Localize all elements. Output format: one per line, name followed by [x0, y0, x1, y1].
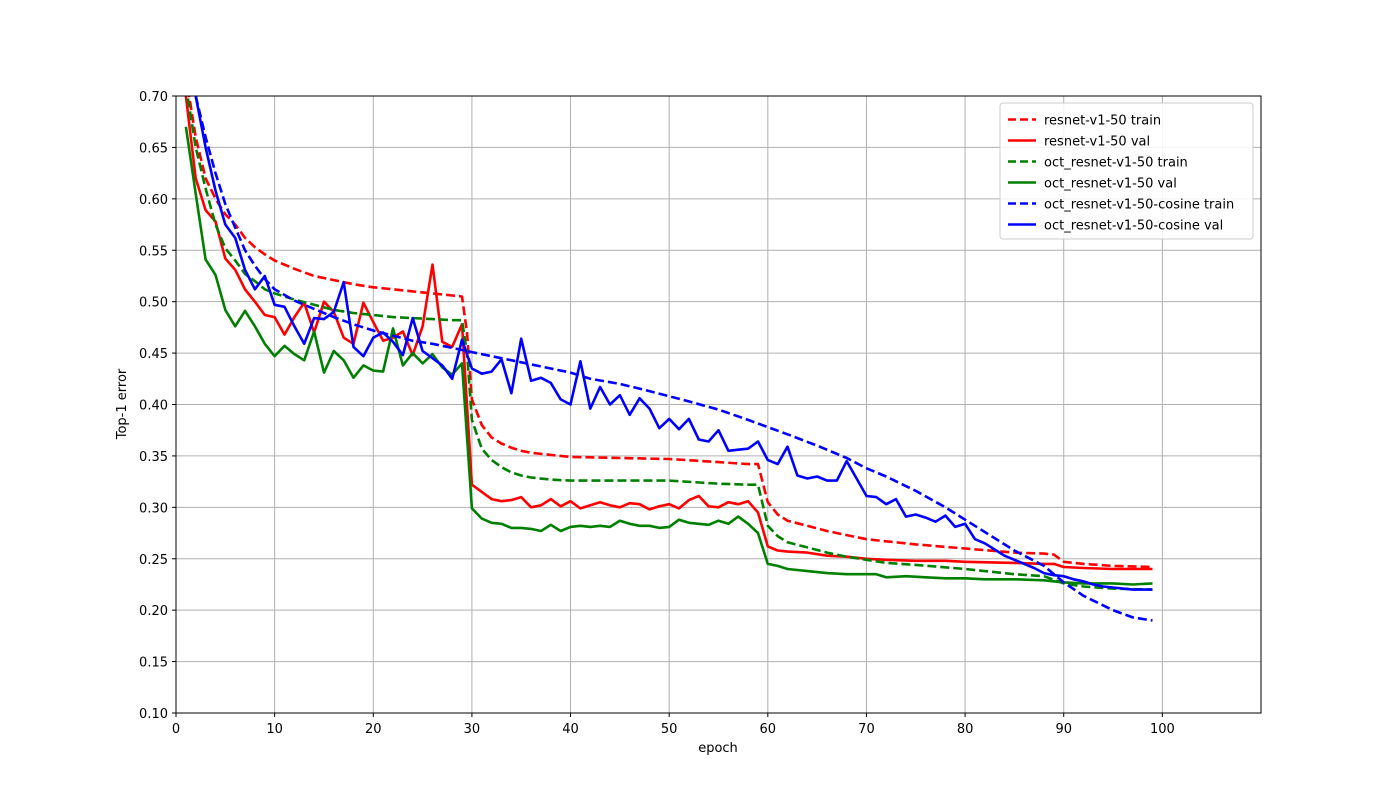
series-group [184, 96, 1153, 622]
y-tick-label: 0.55 [139, 244, 168, 259]
legend-entry: oct_resnet-v1-50-cosine val [1044, 219, 1223, 234]
y-axis-label: Top-1 error [115, 368, 130, 440]
y-tick-label: 0.50 [139, 296, 168, 311]
legend-entry: oct_resnet-v1-50 train [1044, 156, 1188, 171]
series-line-2 [186, 96, 1153, 591]
y-tick-label: 0.65 [139, 141, 168, 156]
series-line-1 [184, 96, 1153, 571]
grid [175, 95, 1261, 714]
axis-ticks: 0 10 20 30 40 50 60 70 80 90 100 0.10 0.15 0.20 0.25 0.… [139, 90, 1175, 737]
y-tick-label: 0.20 [139, 604, 168, 619]
x-tick-label: 60 [760, 722, 777, 737]
series-line-3 [184, 126, 1153, 586]
series-line-5 [194, 96, 1153, 591]
legend-entry: resnet-v1-50 train [1044, 114, 1161, 129]
y-tick-label: 0.70 [139, 90, 168, 105]
x-tick-label: 70 [858, 722, 875, 737]
y-tick-label: 0.35 [139, 450, 168, 465]
y-tick-label: 0.40 [139, 399, 168, 414]
legend-entry: oct_resnet-v1-50 val [1044, 177, 1177, 192]
x-tick-label: 80 [957, 722, 974, 737]
y-tick-label: 0.25 [139, 553, 168, 568]
y-tick-label: 0.30 [139, 501, 168, 516]
x-axis-label: epoch [698, 741, 738, 756]
legend-entry: resnet-v1-50 val [1044, 135, 1150, 150]
x-tick-label: 10 [266, 722, 283, 737]
x-tick-label: 0 [172, 722, 180, 737]
legend-entry: oct_resnet-v1-50-cosine train [1044, 198, 1234, 213]
series-line-0 [187, 96, 1153, 569]
x-tick-label: 40 [562, 722, 579, 737]
y-tick-label: 0.60 [139, 193, 168, 208]
series-line-4 [194, 96, 1153, 622]
x-tick-label: 50 [661, 722, 678, 737]
x-tick-label: 90 [1055, 722, 1072, 737]
legend-box [999, 102, 1254, 240]
y-tick-label: 0.45 [139, 347, 168, 362]
x-tick-label: 20 [365, 722, 382, 737]
legend: resnet-v1-50 train resnet-v1-50 val oct_re… [999, 102, 1254, 240]
x-tick-label: 100 [1150, 722, 1175, 737]
y-tick-label: 0.10 [139, 707, 168, 722]
y-tick-label: 0.15 [139, 656, 168, 671]
x-tick-label: 30 [464, 722, 481, 737]
